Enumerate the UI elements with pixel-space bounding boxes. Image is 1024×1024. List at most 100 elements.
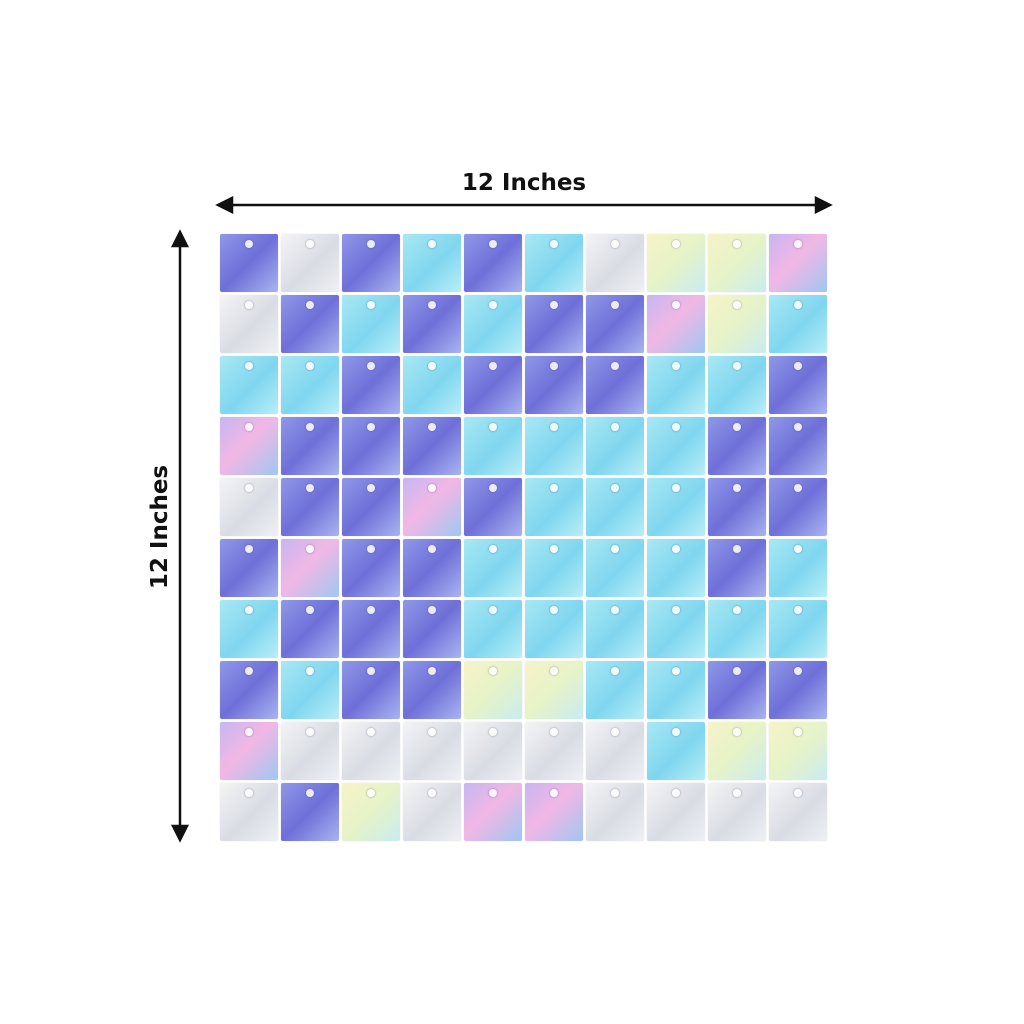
sequin-tile	[525, 295, 583, 353]
sequin-tile	[525, 783, 583, 841]
sequin-tile	[708, 417, 766, 475]
sequin-tile	[220, 600, 278, 658]
sequin-tile	[464, 295, 522, 353]
sequin-tile	[647, 417, 705, 475]
sequin-tile	[769, 722, 827, 780]
sequin-tile	[647, 600, 705, 658]
sequin-tile	[464, 722, 522, 780]
sequin-tile	[586, 600, 644, 658]
sequin-tile	[281, 295, 339, 353]
sequin-tile	[769, 417, 827, 475]
sequin-tile	[708, 478, 766, 536]
sequin-tile	[464, 661, 522, 719]
sequin-tile	[647, 234, 705, 292]
sequin-tile	[525, 417, 583, 475]
sequin-tile	[586, 295, 644, 353]
sequin-tile	[281, 539, 339, 597]
sequin-tile	[708, 600, 766, 658]
sequin-tile	[525, 661, 583, 719]
sequin-tile	[769, 295, 827, 353]
sequin-tile	[220, 783, 278, 841]
sequin-tile	[708, 783, 766, 841]
sequin-tile	[342, 661, 400, 719]
sequin-tile	[525, 234, 583, 292]
sequin-tile	[708, 295, 766, 353]
sequin-tile	[342, 722, 400, 780]
sequin-tile	[281, 661, 339, 719]
sequin-tile	[403, 417, 461, 475]
sequin-tile	[708, 539, 766, 597]
sequin-tile	[769, 661, 827, 719]
sequin-tile	[403, 295, 461, 353]
sequin-tile	[647, 478, 705, 536]
sequin-tile	[281, 234, 339, 292]
sequin-tile	[586, 539, 644, 597]
sequin-tile	[586, 417, 644, 475]
sequin-tile	[708, 661, 766, 719]
sequin-tile	[220, 234, 278, 292]
sequin-tile	[769, 234, 827, 292]
sequin-tile	[647, 295, 705, 353]
sequin-tile	[403, 478, 461, 536]
sequin-tile	[403, 722, 461, 780]
sequin-tile	[586, 356, 644, 414]
height-arrow-top-head	[170, 229, 190, 248]
sequin-tile	[281, 722, 339, 780]
sequin-tile	[403, 234, 461, 292]
sequin-tile	[586, 661, 644, 719]
sequin-tile	[464, 234, 522, 292]
sequin-panel	[220, 234, 832, 846]
sequin-tile	[647, 661, 705, 719]
sequin-tile	[769, 356, 827, 414]
sequin-tile	[586, 783, 644, 841]
sequin-tile	[647, 783, 705, 841]
sequin-tile	[403, 600, 461, 658]
sequin-tile	[281, 478, 339, 536]
sequin-tile	[220, 295, 278, 353]
sequin-tile	[281, 600, 339, 658]
sequin-tile	[403, 661, 461, 719]
sequin-tile	[525, 600, 583, 658]
sequin-tile	[647, 539, 705, 597]
sequin-tile	[220, 539, 278, 597]
sequin-tile	[586, 234, 644, 292]
sequin-tile	[708, 356, 766, 414]
sequin-tile	[647, 356, 705, 414]
sequin-tile	[220, 417, 278, 475]
sequin-tile	[220, 661, 278, 719]
sequin-tile	[586, 722, 644, 780]
sequin-tile	[403, 539, 461, 597]
sequin-tile	[464, 539, 522, 597]
sequin-tile	[342, 539, 400, 597]
sequin-tile	[464, 600, 522, 658]
sequin-tile	[464, 417, 522, 475]
sequin-tile	[342, 417, 400, 475]
width-label: 12 Inches	[461, 170, 587, 196]
sequin-tile	[220, 722, 278, 780]
sequin-tile	[464, 478, 522, 536]
sequin-tile	[525, 356, 583, 414]
sequin-tile	[342, 600, 400, 658]
sequin-tile	[403, 783, 461, 841]
height-arrow-bottom-head	[170, 824, 190, 843]
sequin-tile	[281, 356, 339, 414]
sequin-tile	[525, 722, 583, 780]
sequin-tile	[342, 295, 400, 353]
height-label: 12 Inches	[147, 464, 173, 590]
sequin-tile	[342, 234, 400, 292]
sequin-tile	[647, 722, 705, 780]
sequin-tile	[220, 478, 278, 536]
sequin-tile	[769, 539, 827, 597]
width-arrow-right-head	[814, 195, 833, 215]
sequin-tile	[525, 539, 583, 597]
sequin-tile	[342, 356, 400, 414]
sequin-tile	[708, 722, 766, 780]
sequin-tile	[281, 417, 339, 475]
sequin-tile	[525, 478, 583, 536]
sequin-tile	[220, 356, 278, 414]
sequin-tile	[403, 356, 461, 414]
sequin-tile	[586, 478, 644, 536]
sequin-tile	[281, 783, 339, 841]
sequin-tile	[769, 600, 827, 658]
